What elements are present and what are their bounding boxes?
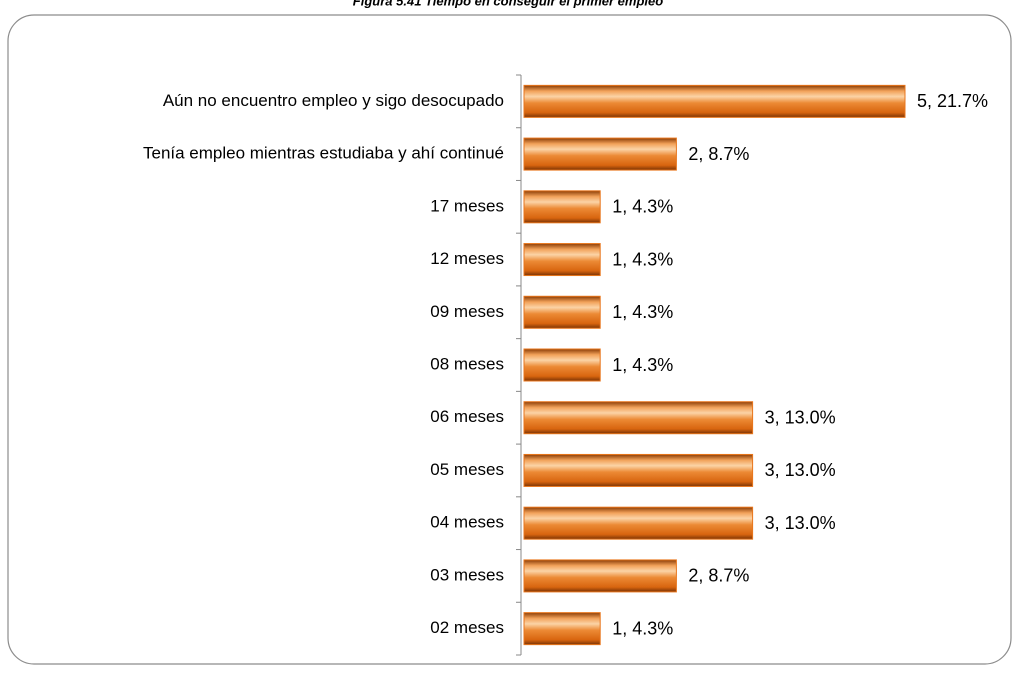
chart-frame xyxy=(7,14,1012,665)
bar xyxy=(523,348,601,382)
bar xyxy=(523,506,754,540)
bar xyxy=(523,84,906,118)
bar xyxy=(523,243,601,277)
y-tick-label: Aún no encuentro empleo y sigo desocupad… xyxy=(163,91,504,110)
y-tick-label: 03 meses xyxy=(430,565,504,584)
y-tick-label: 04 meses xyxy=(430,513,504,532)
bar xyxy=(523,190,601,224)
y-tick-label: 12 meses xyxy=(430,249,504,268)
y-tick-label: Tenía empleo mientras estudiaba y ahí co… xyxy=(143,144,504,163)
data-label: 3, 13.0% xyxy=(765,407,836,427)
data-label: 5, 21.7% xyxy=(917,91,988,111)
data-label: 1, 4.3% xyxy=(612,302,673,322)
y-tick-label: 05 meses xyxy=(430,460,504,479)
data-label: 3, 13.0% xyxy=(765,460,836,480)
data-label: 1, 4.3% xyxy=(612,249,673,269)
data-label: 1, 4.3% xyxy=(612,618,673,638)
bar xyxy=(523,453,754,487)
chart-title: Figura 5.41 Tiempo en conseguir el prime… xyxy=(353,0,663,8)
y-tick-label: 02 meses xyxy=(430,618,504,637)
bar xyxy=(523,559,677,593)
y-tick-label: 17 meses xyxy=(430,196,504,215)
bar xyxy=(523,295,601,329)
bar xyxy=(523,137,677,171)
data-label: 1, 4.3% xyxy=(612,355,673,375)
data-label: 2, 8.7% xyxy=(688,144,749,164)
data-label: 2, 8.7% xyxy=(688,566,749,586)
y-tick-label: 09 meses xyxy=(430,302,504,321)
data-label: 3, 13.0% xyxy=(765,513,836,533)
data-label: 1, 4.3% xyxy=(612,197,673,217)
y-tick-label: 08 meses xyxy=(430,354,504,373)
y-tick-label: 06 meses xyxy=(430,407,504,426)
bar xyxy=(523,612,601,646)
bar xyxy=(523,401,754,435)
